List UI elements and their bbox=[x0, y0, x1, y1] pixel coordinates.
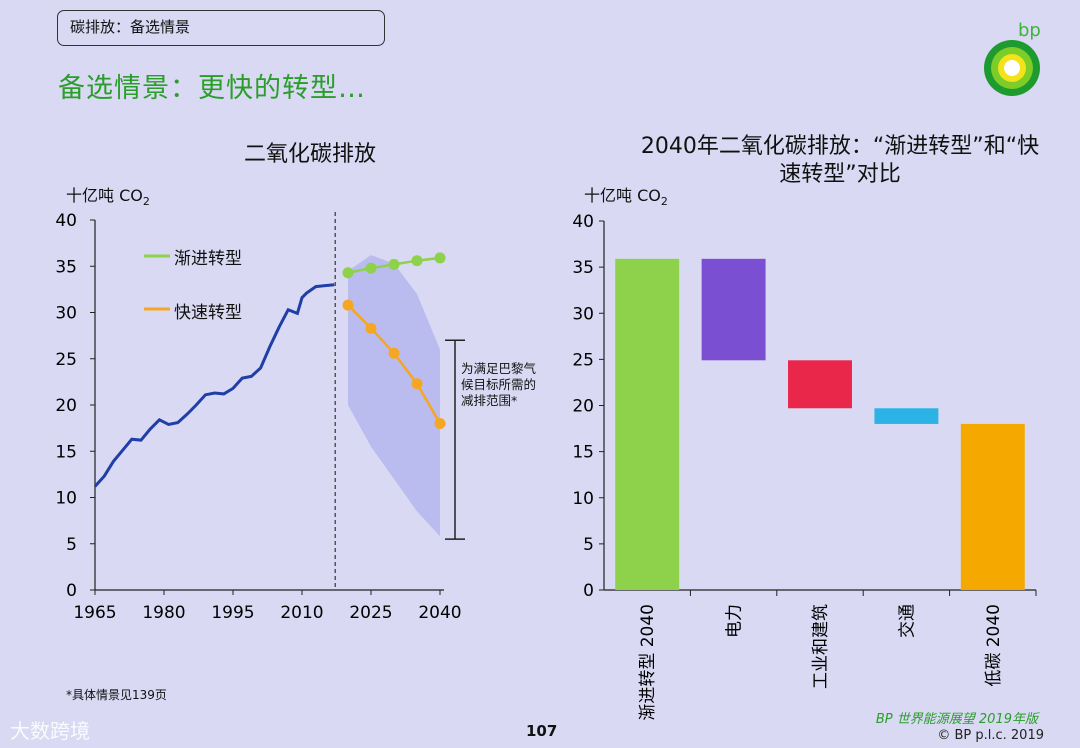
left-chart-title: 二氧化碳排放 bbox=[243, 142, 376, 167]
section-label: 碳排放：备选情景 bbox=[57, 10, 385, 46]
left-x-tick-label: 2040 bbox=[418, 603, 461, 623]
left-y-tick-label: 35 bbox=[55, 257, 77, 277]
right-x-category-label: 低碳 2040 bbox=[984, 604, 1004, 687]
rapid-transition-point bbox=[434, 418, 446, 429]
right-x-category-label: 渐进转型 2040 bbox=[638, 604, 658, 721]
left-unit-sub: 2 bbox=[142, 195, 150, 209]
left-y-tick-label: 25 bbox=[55, 350, 77, 370]
paris-range-band bbox=[348, 255, 440, 537]
right-y-tick-label: 0 bbox=[583, 581, 594, 601]
left-unit-label: 十亿吨 CO2 bbox=[66, 182, 150, 208]
evolving-transition-point bbox=[411, 255, 423, 267]
left-y-tick-label: 0 bbox=[66, 581, 77, 601]
waterfall-bar bbox=[788, 360, 852, 409]
copyright: © BP p.l.c. 2019 bbox=[937, 728, 1044, 743]
legend-evolving-label: 渐进转型 bbox=[174, 249, 242, 269]
right-unit-prefix: 十亿吨 CO bbox=[584, 186, 661, 205]
rapid-transition-point bbox=[388, 347, 400, 359]
left-x-tick-label: 1995 bbox=[211, 603, 254, 623]
paris-range-note: 为满足巴黎气候目标所需的减排范围* bbox=[461, 361, 537, 408]
right-y-tick-label: 15 bbox=[572, 443, 594, 463]
right-y-tick-label: 20 bbox=[572, 397, 594, 417]
slide-title: 备选情景：更快的转型… bbox=[58, 73, 366, 104]
left-x-tick-label: 2025 bbox=[349, 603, 392, 623]
right-x-category-label: 工业和建筑 bbox=[811, 604, 831, 689]
rapid-transition-point bbox=[411, 378, 423, 390]
evolving-transition-point bbox=[342, 267, 354, 279]
right-y-tick-label: 25 bbox=[572, 350, 594, 370]
right-x-category-label: 电力 bbox=[725, 604, 745, 638]
right-y-tick-label: 5 bbox=[583, 535, 594, 555]
right-y-tick-label: 40 bbox=[572, 212, 594, 232]
evolving-transition-point bbox=[388, 258, 400, 270]
waterfall-bar bbox=[701, 258, 766, 361]
evolving-transition-point bbox=[365, 262, 377, 274]
right-x-category-label: 交通 bbox=[897, 604, 917, 638]
left-y-tick-label: 20 bbox=[55, 396, 77, 416]
watermark: 大数跨境 bbox=[10, 719, 90, 743]
left-x-tick-label: 1965 bbox=[73, 603, 116, 623]
right-y-tick-label: 10 bbox=[572, 489, 594, 509]
right-chart-title: 2040年二氧化碳排放：“渐进转型”和“快 速转型”对比 bbox=[600, 133, 1080, 189]
footnote: *具体情景见139页 bbox=[66, 688, 167, 702]
right-y-tick-label: 30 bbox=[572, 304, 594, 324]
left-y-tick-label: 30 bbox=[55, 304, 77, 324]
left-y-tick-label: 10 bbox=[55, 489, 77, 509]
bp-helios-logo bbox=[984, 40, 1040, 96]
left-y-tick-label: 5 bbox=[66, 535, 77, 555]
left-x-tick-label: 1980 bbox=[142, 603, 185, 623]
left-unit-prefix: 十亿吨 CO bbox=[66, 186, 143, 205]
left-y-tick-label: 15 bbox=[55, 442, 77, 462]
edition-label: BP 世界能源展望 2019年版 bbox=[875, 712, 1038, 727]
right-unit-sub: 2 bbox=[660, 195, 668, 209]
right-unit-label: 十亿吨 CO2 bbox=[584, 182, 668, 208]
rapid-transition-point bbox=[342, 299, 354, 311]
waterfall-bar bbox=[874, 408, 939, 424]
logo-text: bp bbox=[1018, 20, 1041, 41]
legend-rapid-label: 快速转型 bbox=[174, 303, 242, 323]
evolving-transition-point bbox=[434, 252, 446, 264]
rapid-transition-point bbox=[365, 322, 377, 334]
waterfall-bar bbox=[615, 258, 680, 590]
left-x-tick-label: 2010 bbox=[280, 603, 323, 623]
right-chart-title-line2: 速转型”对比 bbox=[779, 162, 901, 187]
right-y-tick-label: 35 bbox=[572, 258, 594, 278]
page-number: 107 bbox=[526, 722, 558, 740]
left-y-tick-label: 40 bbox=[55, 211, 77, 231]
right-chart-title-line1: 2040年二氧化碳排放：“渐进转型”和“快 bbox=[640, 134, 1040, 159]
waterfall-bar bbox=[960, 423, 1025, 590]
historical-emissions-line bbox=[93, 283, 335, 488]
